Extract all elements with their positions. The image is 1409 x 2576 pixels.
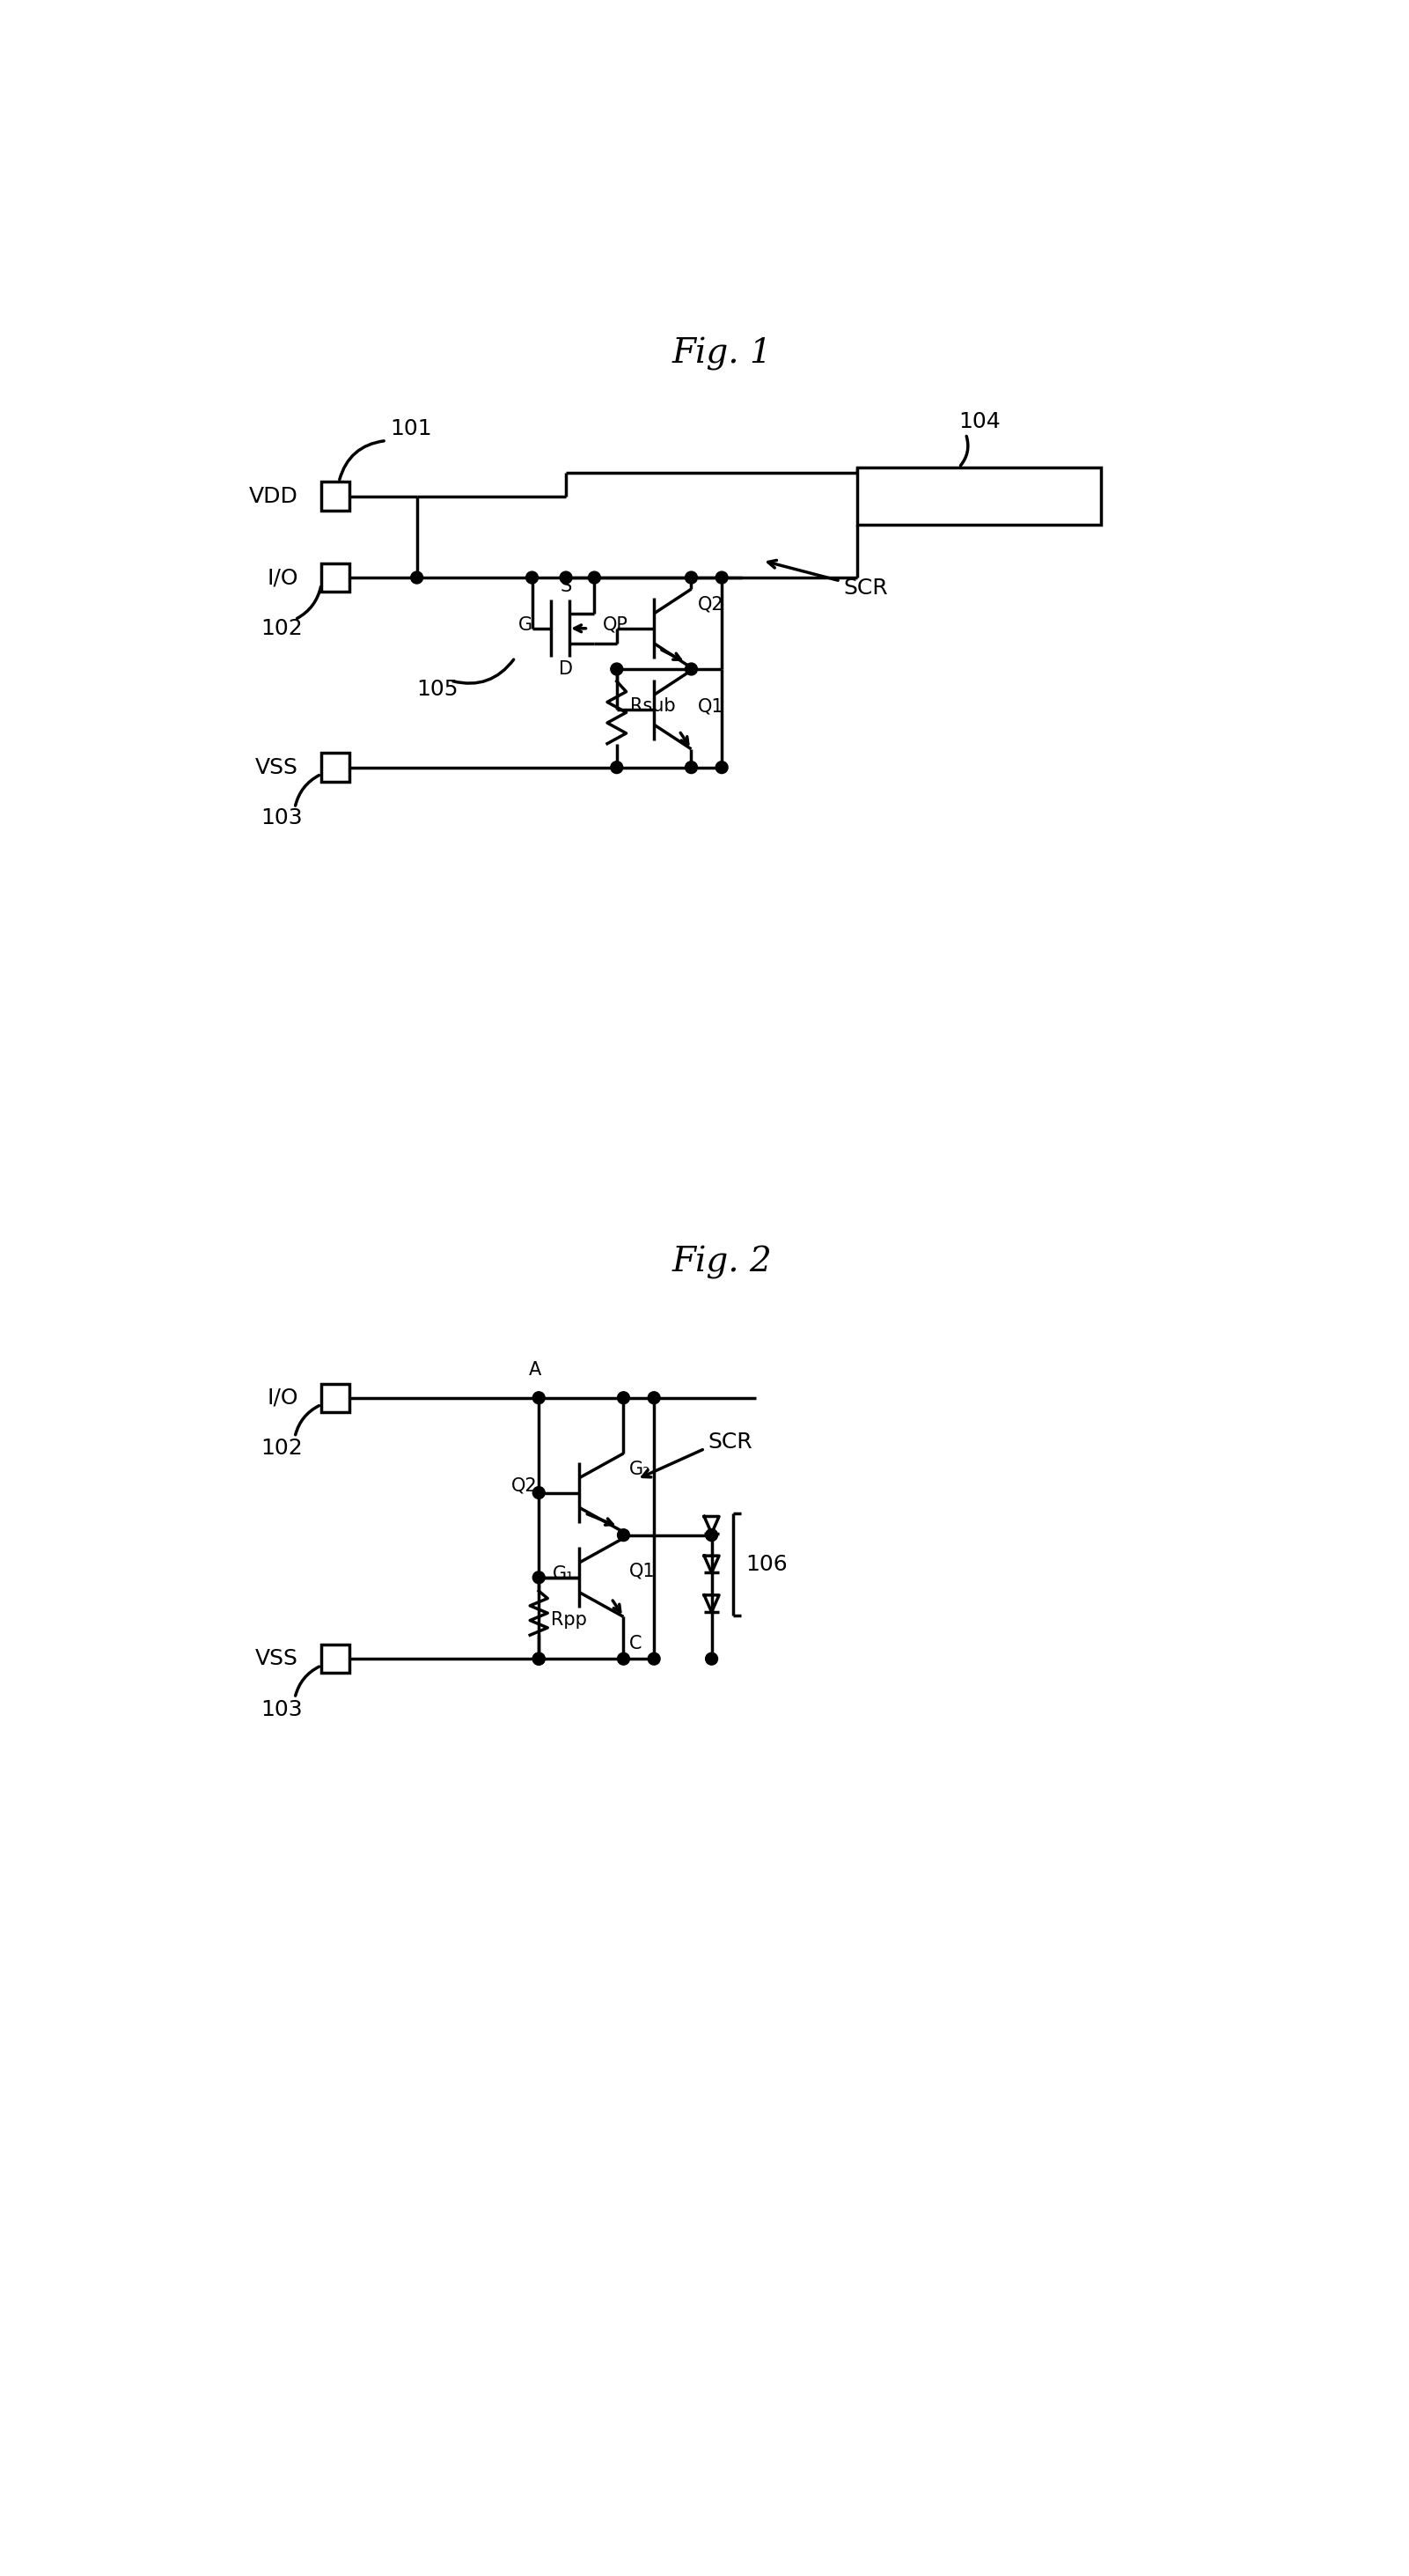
Text: SCR: SCR (709, 1432, 752, 1453)
Circle shape (617, 1654, 630, 1664)
Circle shape (411, 572, 423, 585)
Circle shape (716, 762, 728, 773)
Text: G: G (519, 616, 533, 634)
Circle shape (716, 572, 728, 585)
Text: 106: 106 (745, 1553, 788, 1574)
Circle shape (617, 1391, 630, 1404)
Text: A: A (530, 1360, 541, 1378)
Circle shape (685, 762, 697, 773)
Circle shape (533, 1486, 545, 1499)
Text: Q2: Q2 (511, 1476, 537, 1494)
Text: INPUT CIRCUIT: INPUT CIRCUIT (917, 487, 1041, 505)
Bar (321, 564, 349, 592)
Text: VSS: VSS (255, 757, 299, 778)
Circle shape (648, 1391, 659, 1404)
Text: Q2: Q2 (697, 595, 724, 613)
Circle shape (685, 662, 697, 675)
Text: G₁: G₁ (552, 1566, 573, 1582)
Text: 104: 104 (960, 412, 1000, 433)
Circle shape (559, 572, 572, 585)
Bar (321, 1383, 349, 1412)
Text: 103: 103 (261, 809, 303, 829)
Circle shape (648, 1654, 659, 1664)
Circle shape (706, 1530, 717, 1540)
Circle shape (610, 762, 623, 773)
Text: 102: 102 (261, 618, 303, 639)
Text: VSS: VSS (255, 1649, 299, 1669)
Bar (321, 482, 349, 510)
Text: VDD: VDD (249, 487, 299, 507)
Text: QP: QP (603, 616, 628, 634)
Text: SCR: SCR (844, 577, 888, 598)
Circle shape (533, 1391, 545, 1404)
Circle shape (685, 572, 697, 585)
Text: I/O: I/O (266, 567, 299, 587)
Text: 105: 105 (417, 680, 459, 701)
Text: 103: 103 (261, 1700, 303, 1721)
Text: 101: 101 (390, 417, 431, 438)
Text: Q1: Q1 (697, 698, 724, 716)
Text: Fig. 2: Fig. 2 (672, 1247, 772, 1278)
Text: S: S (561, 577, 572, 595)
Circle shape (610, 662, 623, 675)
Bar (857, 466, 1102, 526)
Text: I/O: I/O (266, 1388, 299, 1409)
Text: Fig. 1: Fig. 1 (672, 337, 772, 371)
Bar (321, 752, 349, 781)
Text: D: D (559, 659, 573, 677)
Circle shape (533, 1654, 545, 1664)
Circle shape (589, 572, 600, 585)
Text: G₂: G₂ (628, 1461, 651, 1479)
Bar (321, 1643, 349, 1672)
Circle shape (533, 1654, 545, 1664)
Text: Rsub: Rsub (630, 698, 676, 716)
Text: 102: 102 (261, 1437, 303, 1458)
Text: Q1: Q1 (628, 1561, 655, 1579)
Text: Rpp: Rpp (551, 1610, 588, 1628)
Circle shape (617, 1530, 630, 1540)
Circle shape (526, 572, 538, 585)
Circle shape (706, 1654, 717, 1664)
Circle shape (533, 1571, 545, 1584)
Text: C: C (628, 1636, 641, 1654)
